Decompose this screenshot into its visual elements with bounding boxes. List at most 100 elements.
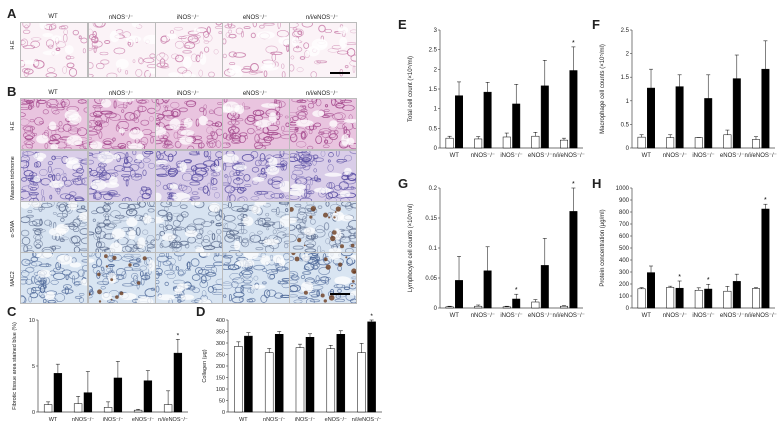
micrograph-tile [20,22,88,78]
row-label-b-he: H.E [10,121,16,131]
header-a-inos: iNOS⁻/⁻ [176,15,200,21]
y-tick-label: 600 [619,234,630,240]
x-tick-label: iNOS⁻/⁻ [295,417,316,423]
micrograph-tile [20,201,88,253]
x-tick-label: WT [450,313,460,319]
bar-treated [647,272,655,309]
micrograph-tile [289,98,357,150]
panel-letter-g: G [398,176,409,191]
y-axis-label: Fibrotic tissue area stained blue (%) [12,322,18,410]
y-tick-label: 1 [434,107,438,113]
y-tick-label: 0.05 [425,276,437,282]
panel-letter-d: D [196,304,206,319]
y-tick-label: 2 [434,67,438,73]
y-tick-label: 400 [216,318,225,324]
y-tick-label: 50 [219,399,225,405]
x-tick-label: nNOS⁻/⁻ [263,417,285,423]
micrograph-tile [222,22,290,78]
significance-star: * [177,332,180,339]
micrograph-tile [88,252,156,304]
x-tick-label: WT [49,417,58,423]
y-tick-label: 300 [216,341,225,347]
y-tick-label: 2 [626,52,630,58]
chart-f-macrophage-count: 0 0.5 1 1.5 2 2.5 Macrophage cell counts (×10⁵… [599,28,777,159]
bar-treated [483,91,492,149]
bar-control [445,137,454,149]
panel-letter-a: A [7,6,17,21]
y-tick-label: 0 [434,306,438,312]
micrograph-tile [155,201,223,253]
bar-control [73,403,83,413]
micrograph-tile [88,150,156,202]
bar-control [234,346,243,413]
bar-treated [647,87,655,149]
panel-letter-c: C [7,304,17,319]
y-tick-label: 5 [32,364,35,370]
bar-treated [512,298,521,309]
x-tick-label: n/i/eNOS⁻/⁻ [553,153,585,159]
x-tick-label: nNOS⁻/⁻ [72,417,94,423]
micrograph-tile [88,98,156,150]
header-b-enos: eNOS⁻/⁻ [242,91,268,97]
panel-letter-b: B [7,84,17,99]
micrograph-tile [88,201,156,253]
y-tick-label: 0 [32,410,35,416]
x-tick-label: eNOS⁻/⁻ [132,417,154,423]
y-tick-label: 200 [216,364,225,370]
bar-treated [732,78,741,149]
x-tick-label: n/i/eNOS⁻/⁻ [553,313,585,319]
y-tick-label: 10 [29,318,35,324]
micrograph-tile [289,201,357,253]
x-tick-label: WT [239,417,248,423]
y-tick-label: 0 [626,306,630,312]
y-tick-label: 350 [216,330,225,336]
y-tick-label: 900 [619,198,630,204]
y-axis-label: Total cell count (×10⁵/ml) [407,56,414,122]
bar-treated [83,392,93,413]
x-tick-label: nNOS⁻/⁻ [663,313,687,319]
y-tick-label: 150 [216,376,225,382]
bar-treated [367,321,376,413]
chart-e-total-cell-count: 0 0.5 1 1.5 2 2.5 3 Total cell count (×10⁵/ml) W… [407,28,585,159]
significance-star: * [572,181,575,188]
bar-control [637,288,646,309]
bar-treated [540,85,549,149]
x-tick-label: n/i/eNOS⁻/⁻ [745,313,777,319]
significance-star: * [572,40,575,47]
bar-control [445,306,454,309]
significance-star: * [707,277,710,284]
header-a-nienos: n/i/eNOS⁻/⁻ [305,15,339,21]
bar-control [694,289,703,309]
micrograph-tile [88,22,156,78]
y-tick-label: 1000 [616,186,630,192]
y-tick-label: 400 [619,258,630,264]
bar-control [103,407,113,413]
bar-control [531,135,540,149]
header-b-wt: WT [48,90,58,96]
bar-control [560,305,568,309]
chart-h-protein-concentration: 0 100 200 300 400 500 600 700 800 900 1000 Protein … [600,186,777,319]
bar-treated [274,334,284,413]
y-axis-label: Protein concentration (μg/ml) [600,209,606,286]
y-tick-label: 1.5 [621,75,630,81]
bar-control [357,352,366,413]
x-tick-label: eNOS⁻/⁻ [528,153,552,159]
panel-letter-e: E [398,17,407,32]
header-a-enos: eNOS⁻/⁻ [242,15,268,21]
micrograph-tile [222,201,290,253]
bar-control [666,287,675,309]
x-tick-label: nNOS⁻/⁻ [663,153,687,159]
micrograph-tile [155,98,223,150]
panel-letter-f: F [592,17,600,32]
y-axis-label: Lymphocyte cell counts (×10⁵/ml) [407,204,414,292]
bar-control [752,139,760,149]
bar-control [637,136,646,149]
significance-star: * [764,197,767,204]
y-tick-label: 0 [222,410,225,416]
bar-treated [761,208,770,309]
bar-control [163,404,173,413]
bar-treated [143,380,153,413]
bar-treated [305,337,315,413]
y-tick-label: 100 [216,387,225,393]
scale-bar-a [330,72,350,74]
